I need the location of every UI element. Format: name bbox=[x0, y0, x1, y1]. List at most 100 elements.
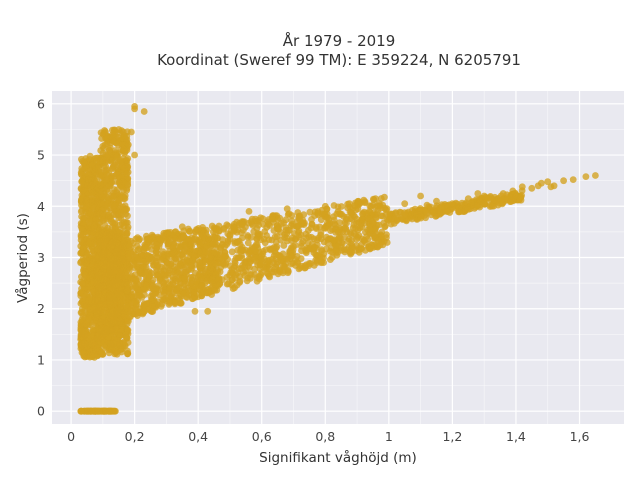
data-point bbox=[79, 214, 87, 222]
data-point bbox=[241, 259, 249, 267]
data-point bbox=[435, 207, 443, 215]
x-tick-label: 1,6 bbox=[570, 429, 590, 444]
data-point bbox=[91, 168, 99, 176]
data-point bbox=[123, 286, 131, 294]
data-point bbox=[190, 288, 197, 295]
data-point bbox=[114, 168, 122, 176]
data-point bbox=[106, 299, 114, 307]
data-point bbox=[343, 213, 351, 221]
data-point bbox=[449, 200, 456, 208]
data-point bbox=[296, 264, 304, 272]
data-point bbox=[102, 202, 110, 210]
data-point bbox=[102, 128, 109, 136]
data-point bbox=[336, 219, 344, 227]
data-point bbox=[371, 225, 379, 232]
data-point bbox=[338, 203, 345, 210]
data-point bbox=[378, 232, 385, 240]
data-point bbox=[134, 308, 142, 316]
data-point bbox=[330, 202, 338, 209]
data-point bbox=[132, 276, 140, 284]
data-point bbox=[370, 195, 377, 203]
data-point bbox=[223, 280, 231, 288]
data-point bbox=[161, 264, 169, 271]
data-point bbox=[252, 215, 259, 223]
data-point bbox=[327, 256, 334, 263]
data-point bbox=[97, 209, 104, 217]
data-point bbox=[240, 268, 248, 276]
data-point bbox=[99, 142, 107, 150]
data-point bbox=[97, 285, 104, 292]
data-point bbox=[150, 286, 157, 293]
data-point bbox=[509, 187, 517, 195]
data-point bbox=[123, 170, 131, 178]
data-point bbox=[214, 251, 222, 258]
data-point bbox=[123, 261, 131, 269]
data-point bbox=[80, 301, 88, 309]
data-point bbox=[240, 226, 247, 234]
data-point bbox=[474, 202, 481, 210]
data-point bbox=[85, 266, 92, 273]
data-point bbox=[183, 293, 190, 301]
data-point bbox=[303, 261, 310, 269]
data-point bbox=[268, 213, 276, 221]
data-point bbox=[99, 345, 107, 353]
data-point bbox=[132, 298, 140, 305]
data-point bbox=[277, 220, 285, 228]
data-point bbox=[96, 157, 104, 165]
data-point bbox=[462, 205, 469, 213]
data-point bbox=[85, 297, 92, 305]
data-point bbox=[79, 219, 87, 227]
data-point bbox=[170, 248, 178, 256]
data-point bbox=[80, 159, 88, 167]
data-point bbox=[116, 340, 124, 348]
data-point bbox=[204, 307, 212, 315]
data-point bbox=[180, 233, 188, 241]
data-point bbox=[180, 273, 188, 281]
data-point bbox=[178, 223, 186, 231]
data-point bbox=[247, 234, 255, 241]
data-point bbox=[417, 212, 425, 220]
data-point bbox=[314, 209, 322, 217]
data-point bbox=[253, 224, 261, 232]
data-point bbox=[283, 230, 291, 237]
data-point bbox=[157, 303, 165, 310]
data-point bbox=[257, 260, 265, 267]
data-point bbox=[95, 271, 102, 279]
data-point bbox=[323, 223, 331, 231]
data-point bbox=[84, 257, 92, 264]
data-point bbox=[134, 285, 141, 293]
data-point bbox=[80, 262, 88, 269]
data-point bbox=[96, 308, 104, 316]
data-point bbox=[238, 234, 246, 242]
x-tick-labels: 0 0,2 0,4 0,6 0,8 1 1,2 1,4 1,6 bbox=[67, 429, 589, 444]
data-point bbox=[332, 242, 339, 250]
data-point bbox=[379, 241, 387, 249]
data-point bbox=[97, 338, 105, 346]
y-tick-label: 1 bbox=[37, 352, 45, 367]
data-point bbox=[144, 244, 152, 251]
data-point bbox=[107, 311, 115, 319]
data-point bbox=[226, 231, 234, 239]
data-point bbox=[126, 313, 134, 320]
data-point bbox=[560, 177, 567, 185]
data-point bbox=[353, 219, 360, 227]
data-point bbox=[111, 255, 119, 262]
data-point bbox=[233, 218, 241, 226]
data-point bbox=[82, 198, 90, 206]
data-point bbox=[109, 192, 117, 200]
data-point bbox=[261, 228, 269, 235]
data-point bbox=[199, 232, 207, 239]
data-point bbox=[330, 237, 338, 245]
data-point bbox=[167, 229, 174, 236]
y-tick-label: 6 bbox=[37, 96, 45, 111]
y-tick-label: 2 bbox=[37, 301, 45, 316]
y-tick-label: 4 bbox=[37, 199, 45, 214]
data-point bbox=[120, 179, 128, 187]
data-point bbox=[91, 407, 98, 415]
data-point bbox=[114, 211, 122, 218]
data-point bbox=[131, 151, 139, 159]
data-point bbox=[271, 265, 278, 273]
x-tick-label: 0 bbox=[67, 429, 75, 444]
data-point bbox=[140, 304, 148, 312]
data-point bbox=[84, 407, 91, 415]
